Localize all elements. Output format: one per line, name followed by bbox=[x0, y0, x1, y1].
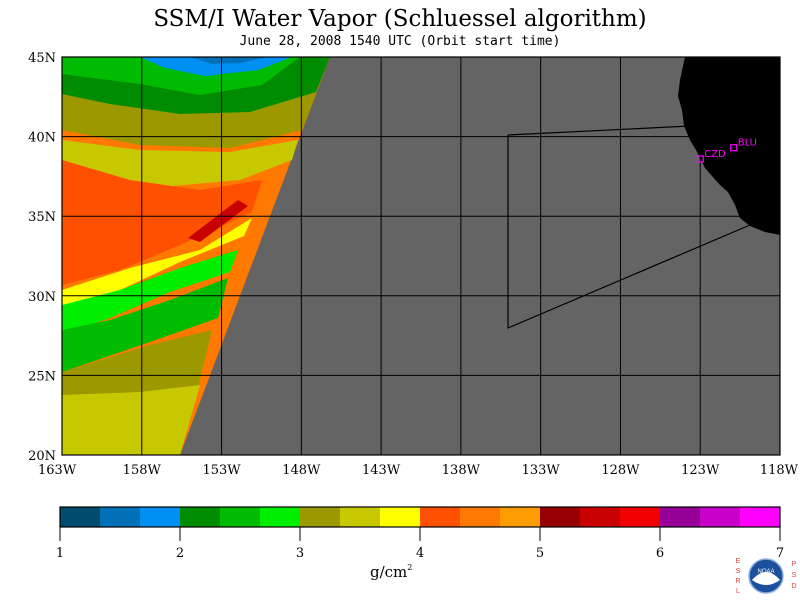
colorbar-swatch bbox=[380, 507, 421, 527]
noaa-logo: E S R L NOAA P S D bbox=[735, 558, 797, 595]
logo-letter-r: R bbox=[735, 578, 740, 585]
colorbar-tick-label: 7 bbox=[776, 546, 784, 561]
colorbar-tick-label: 6 bbox=[656, 546, 664, 561]
colorbar-swatch bbox=[220, 507, 261, 527]
colorbar-swatch bbox=[660, 507, 701, 527]
noaa-badge-text: NOAA bbox=[757, 569, 774, 575]
colorbar-swatch bbox=[180, 507, 221, 527]
colorbar-swatch bbox=[580, 507, 621, 527]
longitude-labels: 163W 158W 153W 148W 143W 138W 133W 128W 123W 118W bbox=[38, 463, 799, 478]
colorbar bbox=[59, 506, 781, 528]
lat-label: 20N bbox=[28, 449, 56, 464]
lat-label: 30N bbox=[28, 290, 56, 305]
colorbar-tick-label: 4 bbox=[416, 546, 424, 561]
station-marker-blu bbox=[730, 144, 738, 152]
lon-label: 123W bbox=[681, 463, 720, 478]
logo-letter-s2: S bbox=[792, 572, 797, 579]
logo-letter-s: S bbox=[736, 568, 741, 575]
band-green-south bbox=[62, 250, 238, 335]
colorbar-unit: g/cm2 bbox=[370, 563, 413, 581]
colorbar-tick-label: 3 bbox=[296, 546, 304, 561]
station-markers: CZD BLU bbox=[696, 138, 757, 163]
colorbar-tick-label: 5 bbox=[536, 546, 544, 561]
latitude-labels: 45N 40N 35N 30N 25N 20N bbox=[28, 51, 56, 464]
lon-label: 143W bbox=[362, 463, 401, 478]
lon-label: 148W bbox=[282, 463, 321, 478]
band-blue-dark bbox=[190, 57, 268, 64]
band-yellow-south bbox=[62, 385, 200, 455]
lat-label: 45N bbox=[28, 51, 56, 66]
region-outline bbox=[507, 125, 751, 329]
map-area bbox=[62, 57, 780, 455]
station-label-czd: CZD bbox=[704, 149, 726, 160]
logo-letter-p: P bbox=[792, 561, 797, 568]
map-grid bbox=[62, 57, 780, 455]
logo-letter-d: D bbox=[791, 583, 796, 590]
satellite-swath bbox=[62, 57, 330, 455]
lat-label: 35N bbox=[28, 210, 56, 225]
colorbar-swatch bbox=[700, 507, 741, 527]
map-subtitle: June 28, 2008 1540 UTC (Orbit start time… bbox=[239, 34, 561, 49]
map-title: SSM/I Water Vapor (Schluessel algorithm) bbox=[153, 6, 647, 32]
colorbar-swatch bbox=[500, 507, 541, 527]
colorbar-swatch bbox=[300, 507, 341, 527]
colorbar-swatch bbox=[340, 507, 381, 527]
band-blue bbox=[140, 57, 292, 76]
colorbar-swatch bbox=[460, 507, 501, 527]
colorbar-swatch bbox=[740, 507, 781, 527]
colorbar-tick-labels: 1 2 3 4 5 6 7 bbox=[56, 527, 784, 561]
colorbar-swatch bbox=[260, 507, 301, 527]
colorbar-swatch bbox=[60, 507, 101, 527]
noaa-bird-icon bbox=[752, 572, 780, 585]
lat-label: 40N bbox=[28, 131, 56, 146]
colorbar-swatch bbox=[140, 507, 181, 527]
band-yellow-north bbox=[62, 140, 298, 188]
station-label-blu: BLU bbox=[738, 138, 757, 149]
lon-label: 133W bbox=[522, 463, 561, 478]
lon-label: 128W bbox=[601, 463, 640, 478]
lon-label: 158W bbox=[123, 463, 162, 478]
band-red-dark bbox=[188, 200, 248, 242]
lat-label: 25N bbox=[28, 369, 56, 384]
colorbar-tick-label: 2 bbox=[176, 546, 184, 561]
band-yellow-mid bbox=[62, 218, 252, 310]
lon-label: 163W bbox=[38, 463, 77, 478]
colorbar-swatch bbox=[540, 507, 581, 527]
colorbar-swatch bbox=[420, 507, 461, 527]
band-orange-bright bbox=[62, 160, 262, 285]
lon-label: 118W bbox=[760, 463, 799, 478]
lon-label: 138W bbox=[442, 463, 481, 478]
colorbar-swatch bbox=[100, 507, 141, 527]
band-green-dark-south bbox=[62, 278, 228, 372]
colorbar-tick-label: 1 bbox=[56, 546, 64, 561]
station-marker-czd bbox=[696, 155, 704, 163]
map-frame bbox=[61, 56, 781, 456]
colorbar-swatch bbox=[620, 507, 661, 527]
logo-letter-l: L bbox=[736, 588, 740, 595]
logo-letter-e: E bbox=[736, 558, 741, 565]
lon-label: 153W bbox=[202, 463, 241, 478]
north-america-land bbox=[678, 57, 780, 235]
